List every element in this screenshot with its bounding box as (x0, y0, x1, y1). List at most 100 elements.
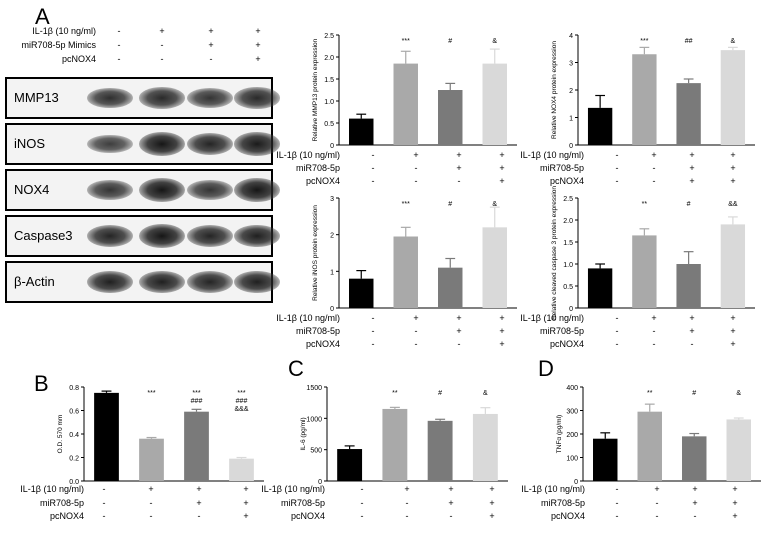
y-tick-label: 1.5 (324, 77, 334, 84)
blot-condition-sign: + (255, 26, 261, 36)
bar (720, 50, 746, 145)
condition-sign: - (103, 498, 106, 508)
bar (139, 438, 164, 481)
condition-sign: - (653, 339, 656, 349)
bar (472, 413, 498, 481)
condition-sign: + (651, 313, 656, 323)
y-axis-label: O.D. 570 mm (57, 415, 64, 454)
blot-condition-sign: + (208, 26, 214, 36)
condition-sign: - (616, 150, 619, 160)
blot-band (234, 270, 280, 294)
condition-sign: - (616, 339, 619, 349)
bar (349, 118, 374, 145)
significance-label: & (736, 390, 741, 397)
condition-sign: + (456, 150, 461, 160)
blot-band (139, 87, 185, 109)
condition-sign: + (448, 484, 453, 494)
condition-sign: - (616, 326, 619, 336)
condition-sign: - (372, 339, 375, 349)
bar (726, 419, 751, 481)
blot-condition-sign: + (208, 40, 214, 50)
condition-label: pcNOX4 (50, 511, 84, 521)
blot-band (234, 87, 280, 109)
bar (438, 267, 463, 308)
significance-label: ### (191, 398, 203, 405)
condition-sign: - (616, 484, 619, 494)
condition-sign: + (689, 163, 694, 173)
condition-sign: - (616, 498, 619, 508)
condition-sign: + (654, 484, 659, 494)
blot-band (139, 224, 185, 248)
condition-label: IL-1β (10 ng/ml) (520, 313, 584, 323)
condition-sign: - (415, 339, 418, 349)
y-tick-label: 1500 (306, 385, 322, 392)
panel-letter-b: B (34, 371, 49, 396)
bar (482, 63, 507, 145)
bar (393, 63, 418, 145)
condition-sign: + (651, 150, 656, 160)
y-tick-label: 200 (566, 432, 578, 439)
condition-sign: - (450, 511, 453, 521)
condition-sign: + (730, 176, 735, 186)
condition-label: pcNOX4 (291, 511, 325, 521)
y-tick-label: 0 (569, 143, 573, 150)
condition-sign: + (689, 326, 694, 336)
y-tick-label: 0.5 (563, 284, 573, 291)
blot-band (139, 178, 185, 202)
bar (720, 224, 746, 308)
y-tick-label: 0 (330, 143, 334, 150)
y-tick-label: 0 (574, 479, 578, 486)
significance-label: *** (192, 390, 200, 397)
condition-sign: - (198, 511, 201, 521)
condition-label: pcNOX4 (550, 339, 584, 349)
significance-label: & (492, 201, 497, 208)
bar (349, 278, 374, 308)
condition-sign: - (372, 326, 375, 336)
condition-label: pcNOX4 (306, 339, 340, 349)
y-axis-label: Relative NOX4 protein expression (551, 41, 558, 139)
panel-letter-c: C (288, 356, 304, 381)
y-tick-label: 2 (569, 88, 573, 95)
bar (637, 411, 662, 481)
blot-condition-sign: + (255, 40, 261, 50)
condition-sign: - (691, 339, 694, 349)
blot-band (87, 270, 133, 294)
condition-sign: - (372, 313, 375, 323)
bar (229, 458, 254, 481)
condition-sign: + (499, 326, 504, 336)
condition-label: miR708-5p (541, 498, 585, 508)
blot-band (187, 133, 233, 155)
condition-sign: - (458, 176, 461, 186)
condition-sign: + (499, 163, 504, 173)
y-tick-label: 100 (566, 456, 578, 463)
condition-label: miR708-5p (296, 163, 340, 173)
condition-sign: - (103, 484, 106, 494)
condition-sign: + (730, 339, 735, 349)
condition-label: miR708-5p (40, 498, 84, 508)
y-tick-label: 3 (330, 196, 334, 203)
condition-sign: + (148, 484, 153, 494)
blot-band (187, 271, 233, 293)
chart-od570: 0.00.20.40.60.8O.D. 570 mm*** ***###***##… (20, 385, 264, 521)
blot-label: iNOS (14, 136, 46, 151)
bar (676, 83, 701, 145)
y-tick-label: 0.5 (324, 121, 334, 128)
significance-label: *** (147, 390, 155, 397)
y-tick-label: 2.5 (563, 196, 573, 203)
condition-sign: + (448, 498, 453, 508)
y-tick-label: 0.8 (69, 385, 79, 392)
condition-sign: + (489, 484, 494, 494)
condition-label: IL-1β (10 ng/ml) (520, 150, 584, 160)
bar (593, 438, 618, 481)
y-tick-label: 0 (330, 306, 334, 313)
y-tick-label: 0 (569, 306, 573, 313)
blot-condition-sign: + (255, 54, 261, 64)
significance-label: & (492, 38, 497, 45)
significance-label: # (448, 38, 452, 45)
condition-label: miR708-5p (540, 326, 584, 336)
blot-band (87, 180, 133, 200)
blot-band (234, 132, 280, 156)
condition-sign: - (616, 176, 619, 186)
significance-label: ** (642, 201, 648, 208)
significance-label: *** (640, 38, 648, 45)
